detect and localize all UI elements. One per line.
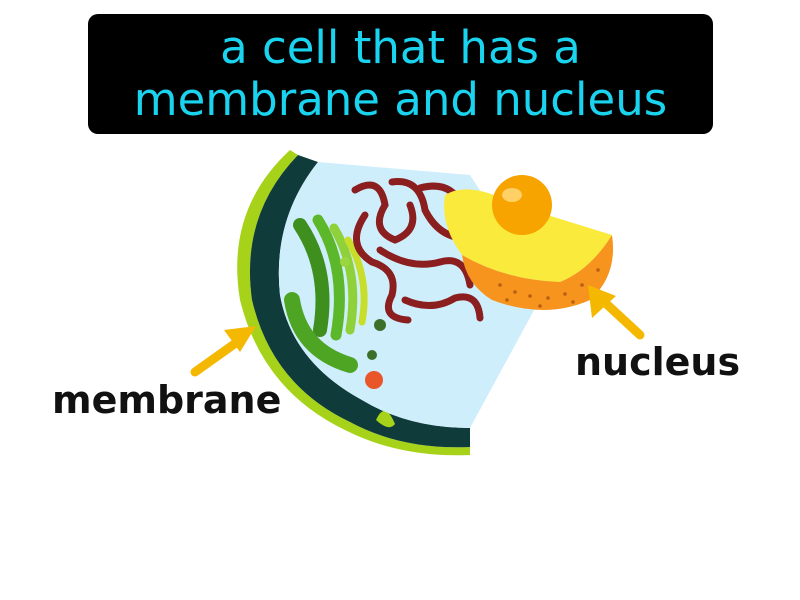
vesicle: [374, 319, 386, 331]
nuclear-pores: [498, 268, 600, 308]
cell-membrane-inner: [249, 155, 470, 448]
membrane-notch: [376, 410, 395, 428]
nucleus-body: [462, 235, 614, 310]
arrow-to-nucleus: [588, 285, 645, 340]
vesicle: [340, 257, 350, 267]
arrow-to-membrane: [190, 326, 256, 377]
definition-banner: a cell that has a membrane and nucleus: [88, 14, 713, 134]
nucleolus: [492, 175, 552, 235]
membrane-label: membrane: [52, 378, 282, 422]
lysosome: [365, 371, 383, 389]
nucleus-envelope-top: [444, 189, 612, 282]
nucleus-label: nucleus: [575, 340, 741, 384]
definition-line-1: a cell that has a: [220, 21, 581, 74]
definition-line-2: membrane and nucleus: [133, 73, 668, 126]
vesicle: [367, 350, 377, 360]
nucleolus-highlight: [502, 188, 522, 202]
golgi-apparatus: [284, 214, 368, 373]
